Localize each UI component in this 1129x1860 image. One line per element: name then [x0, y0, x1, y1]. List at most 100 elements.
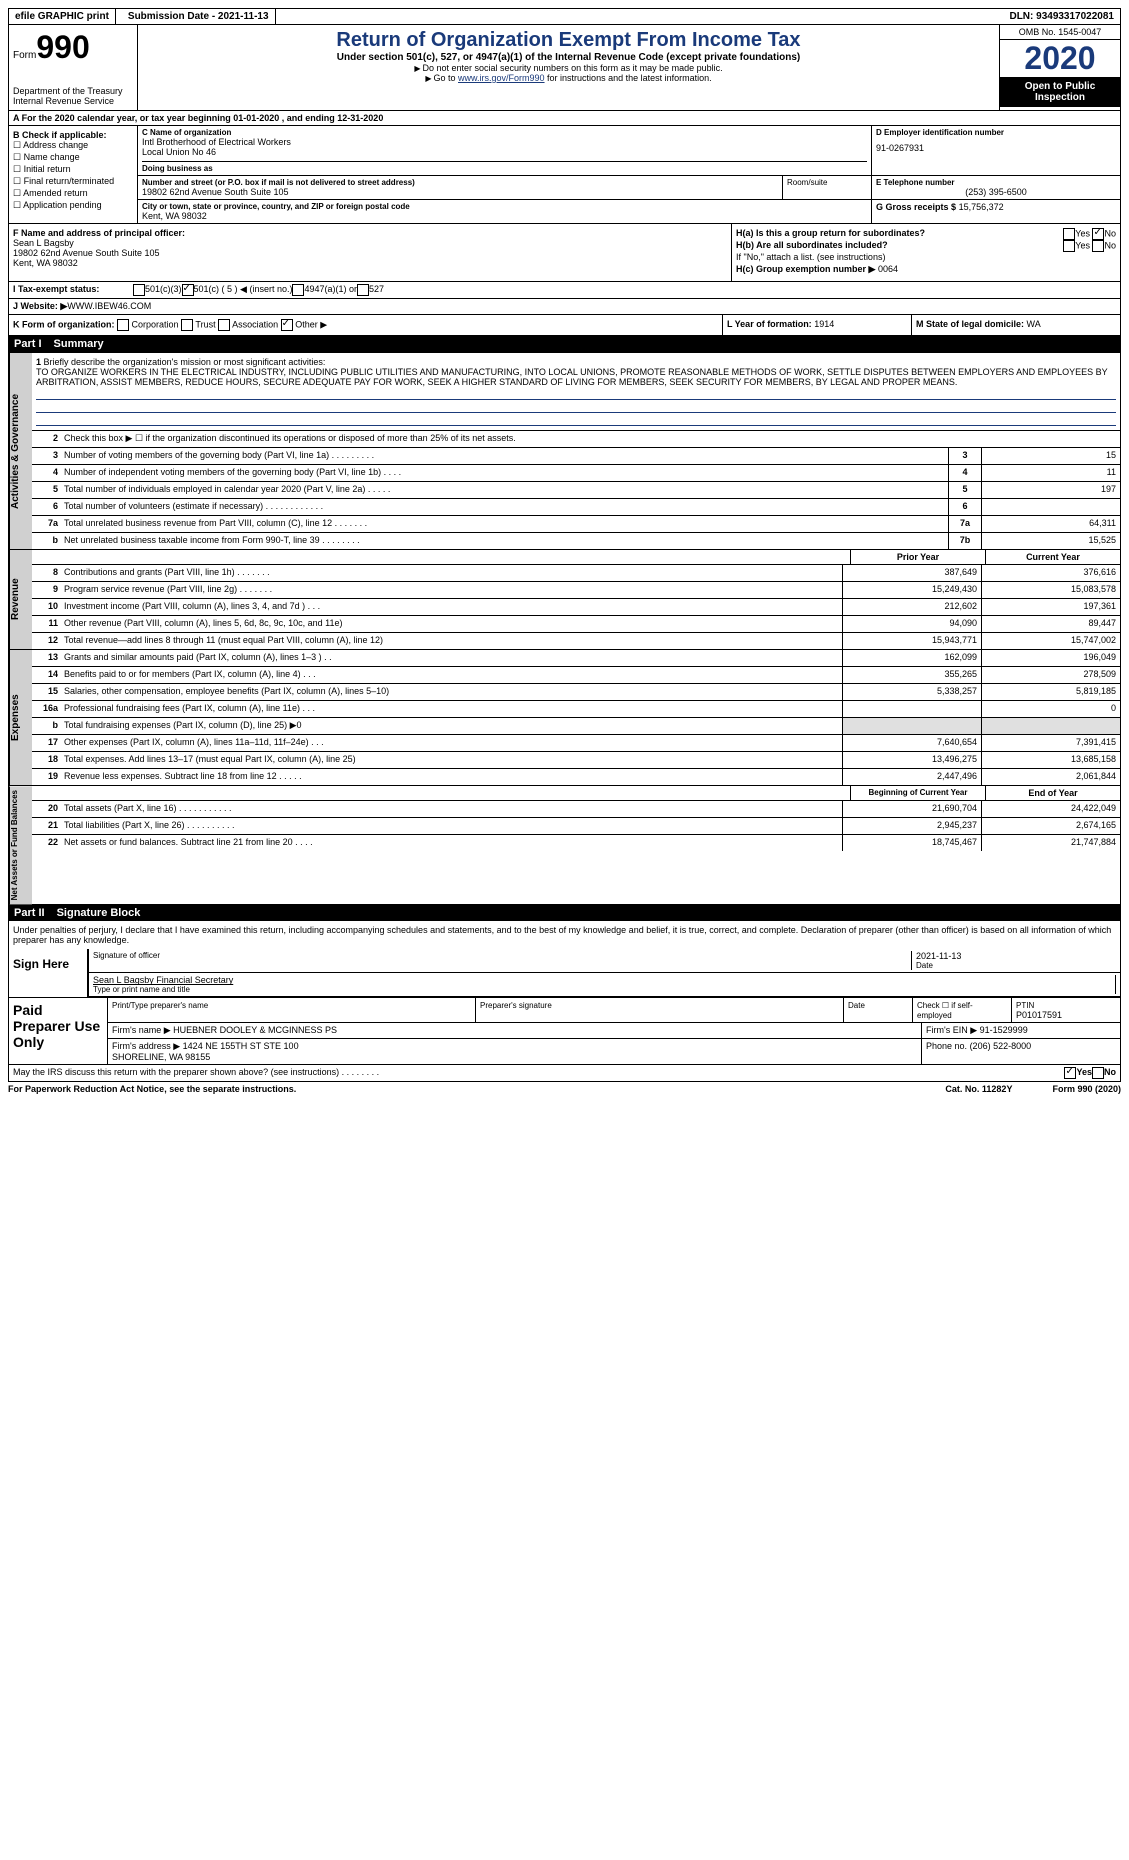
summary-line: 4Number of independent voting members of… — [32, 465, 1120, 482]
part-i-header: Part I Summary — [8, 336, 1121, 352]
cb-address-change[interactable]: ☐ Address change — [13, 140, 133, 151]
discuss-row: May the IRS discuss this return with the… — [8, 1065, 1121, 1082]
penalty-text: Under penalties of perjury, I declare th… — [9, 921, 1120, 949]
cb-ha-no[interactable] — [1092, 228, 1104, 240]
room-suite-label: Room/suite — [782, 176, 871, 199]
cb-hb-yes[interactable] — [1063, 240, 1075, 252]
firm-name: HUEBNER DOOLEY & MCGINNESS PS — [173, 1025, 337, 1035]
summary-line: 18Total expenses. Add lines 13–17 (must … — [32, 752, 1120, 769]
street-address: 19802 62nd Avenue South Suite 105 — [142, 187, 778, 197]
signature-block: Under penalties of perjury, I declare th… — [8, 921, 1121, 998]
part-ii-header: Part II Signature Block — [8, 905, 1121, 921]
city-state-zip: Kent, WA 98032 — [142, 211, 867, 221]
vtab-net-assets: Net Assets or Fund Balances — [9, 786, 32, 904]
summary-line: 9Program service revenue (Part VIII, lin… — [32, 582, 1120, 599]
summary-line: 7aTotal unrelated business revenue from … — [32, 516, 1120, 533]
open-inspection: Open to Public Inspection — [1000, 77, 1120, 107]
gross-receipts: 15,756,372 — [959, 202, 1004, 212]
header-right: OMB No. 1545-0047 2020 Open to Public In… — [999, 25, 1120, 110]
form-header: Form 990 Department of the Treasury Inte… — [8, 25, 1121, 111]
sign-here-label: Sign Here — [9, 949, 89, 997]
summary-line: 22Net assets or fund balances. Subtract … — [32, 835, 1120, 851]
cb-initial-return[interactable]: ☐ Initial return — [13, 164, 133, 175]
row-i: I Tax-exempt status: 501(c)(3) 501(c) ( … — [8, 282, 1121, 299]
cb-ha-yes[interactable] — [1063, 228, 1075, 240]
note-ssn: Do not enter social security numbers on … — [423, 63, 723, 73]
expenses-section: Expenses 13Grants and similar amounts pa… — [8, 650, 1121, 786]
summary-line: 2Check this box ▶ ☐ if the organization … — [32, 431, 1120, 448]
dept-treasury: Department of the Treasury Internal Reve… — [13, 86, 133, 106]
box-c-d: C Name of organization Intl Brotherhood … — [138, 126, 1120, 223]
form-word: Form — [13, 50, 36, 61]
summary-line: 16aProfessional fundraising fees (Part I… — [32, 701, 1120, 718]
tax-year: 2020 — [1000, 40, 1120, 77]
activities-governance: Activities & Governance 1 Briefly descri… — [8, 352, 1121, 550]
org-name: Intl Brotherhood of Electrical Workers L… — [142, 137, 867, 157]
year-formation: 1914 — [814, 319, 834, 329]
mission-text: TO ORGANIZE WORKERS IN THE ELECTRICAL IN… — [36, 367, 1108, 387]
cb-discuss-yes[interactable] — [1064, 1067, 1076, 1079]
officer-name-title: Sean L Bagsby Financial Secretary — [93, 975, 233, 985]
header-left: Form 990 Department of the Treasury Inte… — [9, 25, 138, 110]
vtab-expenses: Expenses — [9, 650, 32, 785]
summary-line: 3Number of voting members of the governi… — [32, 448, 1120, 465]
vtab-revenue: Revenue — [9, 550, 32, 649]
omb-number: OMB No. 1545-0047 — [1000, 25, 1120, 40]
summary-line: 11Other revenue (Part VIII, column (A), … — [32, 616, 1120, 633]
summary-line: 19Revenue less expenses. Subtract line 1… — [32, 769, 1120, 785]
ein: 91-0267931 — [876, 143, 1116, 153]
box-f-h: F Name and address of principal officer:… — [8, 224, 1121, 282]
firm-phone: (206) 522-8000 — [970, 1041, 1032, 1051]
website: WWW.IBEW46.COM — [67, 301, 151, 312]
entity-boxes: B Check if applicable: ☐ Address change … — [8, 126, 1121, 224]
summary-line: 20Total assets (Part X, line 16) . . . .… — [32, 801, 1120, 818]
officer-name: Sean L Bagsby — [13, 238, 74, 248]
firm-ein: 91-1529999 — [980, 1025, 1028, 1035]
form-title: Return of Organization Exempt From Incom… — [142, 29, 995, 52]
paid-preparer: Paid Preparer Use Only Print/Type prepar… — [8, 998, 1121, 1065]
box-f: F Name and address of principal officer:… — [9, 224, 732, 281]
vtab-governance: Activities & Governance — [9, 353, 32, 549]
box-b: B Check if applicable: ☐ Address change … — [9, 126, 138, 223]
footer: For Paperwork Reduction Act Notice, see … — [8, 1082, 1121, 1096]
revenue-section: Revenue Prior Year Current Year 8Contrib… — [8, 550, 1121, 650]
telephone: (253) 395-6500 — [876, 187, 1116, 197]
summary-line: 10Investment income (Part VIII, column (… — [32, 599, 1120, 616]
box-h: H(a) Is this a group return for subordin… — [732, 224, 1120, 281]
cb-amended-return[interactable]: ☐ Amended return — [13, 188, 133, 199]
ptin: P01017591 — [1016, 1010, 1062, 1020]
summary-line: 14Benefits paid to or for members (Part … — [32, 667, 1120, 684]
cb-hb-no[interactable] — [1092, 240, 1104, 252]
cb-501c[interactable] — [182, 284, 194, 296]
cb-name-change[interactable]: ☐ Name change — [13, 152, 133, 163]
row-k-l-m: K Form of organization: Corporation Trus… — [8, 315, 1121, 336]
summary-line: 21Total liabilities (Part X, line 26) . … — [32, 818, 1120, 835]
summary-line: bTotal fundraising expenses (Part IX, co… — [32, 718, 1120, 735]
summary-line: 5Total number of individuals employed in… — [32, 482, 1120, 499]
irs-link[interactable]: www.irs.gov/Form990 — [458, 73, 545, 83]
summary-line: 15Salaries, other compensation, employee… — [32, 684, 1120, 701]
cb-final-return[interactable]: ☐ Final return/terminated — [13, 176, 133, 187]
summary-line: 6Total number of volunteers (estimate if… — [32, 499, 1120, 516]
summary-line: bNet unrelated business taxable income f… — [32, 533, 1120, 549]
header-center: Return of Organization Exempt From Incom… — [138, 25, 999, 110]
summary-line: 12Total revenue—add lines 8 through 11 (… — [32, 633, 1120, 649]
state-domicile: WA — [1027, 319, 1041, 329]
net-assets-section: Net Assets or Fund Balances Beginning of… — [8, 786, 1121, 905]
cb-discuss-no[interactable] — [1092, 1067, 1104, 1079]
cb-501c3[interactable] — [133, 284, 145, 296]
summary-line: 13Grants and similar amounts paid (Part … — [32, 650, 1120, 667]
dln: DLN: 93493317022081 — [1003, 9, 1120, 24]
form-number: 990 — [36, 29, 89, 66]
sig-date: 2021-11-13 — [916, 951, 961, 961]
efile-label: efile GRAPHIC print — [9, 9, 116, 24]
cb-527[interactable] — [357, 284, 369, 296]
top-bar: efile GRAPHIC print Submission Date - 20… — [8, 8, 1121, 25]
row-j: J Website: ▶ WWW.IBEW46.COM — [8, 299, 1121, 315]
group-exemption: 0064 — [878, 264, 898, 274]
cb-4947[interactable] — [292, 284, 304, 296]
cb-application-pending[interactable]: ☐ Application pending — [13, 200, 133, 211]
submission-date: Submission Date - 2021-11-13 — [122, 9, 276, 24]
row-a-tax-year: A For the 2020 calendar year, or tax yea… — [8, 111, 1121, 126]
summary-line: 17Other expenses (Part IX, column (A), l… — [32, 735, 1120, 752]
